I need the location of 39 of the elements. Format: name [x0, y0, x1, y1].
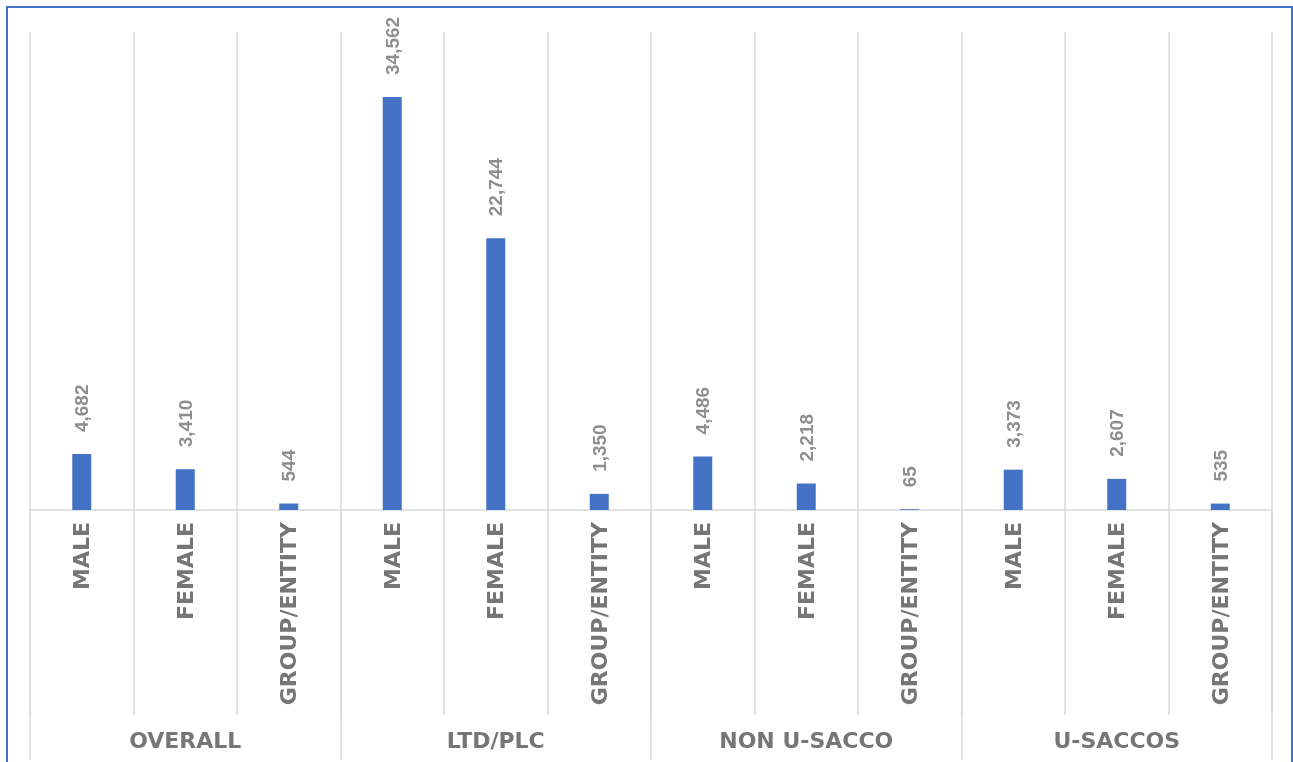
data-label: 2,218 — [795, 413, 817, 462]
bar — [382, 96, 402, 510]
data-label: 544 — [278, 449, 300, 482]
data-label: 22,744 — [485, 157, 507, 217]
data-label: 65 — [899, 465, 921, 488]
x-tick-label: MALE — [69, 522, 95, 590]
text: U-SACCOS — [1053, 727, 1181, 753]
data-label: 2,607 — [1106, 409, 1128, 457]
x-tick-label: FEMALE — [1104, 522, 1130, 621]
bar — [1003, 469, 1023, 510]
bar — [589, 493, 609, 510]
data-label: 4,682 — [71, 384, 93, 433]
x-tick-label: FEMALE — [793, 522, 819, 621]
x-tick-label: GROUP/ENTITY — [897, 520, 923, 706]
text: NON U-SACCO — [719, 727, 894, 753]
text: LTD/PLC — [446, 727, 545, 753]
data-label: 535 — [1209, 449, 1231, 482]
data-label: 3,410 — [174, 399, 196, 448]
x-tick-label: FEMALE — [483, 522, 509, 621]
text: OVERALL — [129, 727, 242, 753]
x-tick-label: GROUP/ENTITY — [1207, 520, 1233, 706]
bar — [486, 238, 506, 510]
bar — [72, 454, 92, 510]
data-label: 4,486 — [692, 386, 714, 435]
bar — [175, 469, 195, 510]
bar — [1210, 503, 1230, 510]
x-tick-label: GROUP/ENTITY — [276, 520, 302, 706]
bar — [693, 456, 713, 510]
x-tick-label: FEMALE — [172, 522, 198, 621]
x-tick-label: MALE — [379, 522, 405, 590]
bar — [1107, 478, 1127, 510]
x-tick-label: GROUP/ENTITY — [586, 520, 612, 706]
x-tick-label: MALE — [1000, 522, 1026, 590]
bar — [279, 503, 299, 510]
data-label: 34,562 — [381, 16, 403, 75]
x-tick-label: MALE — [690, 522, 716, 590]
data-label: 3,373 — [1002, 400, 1024, 448]
data-label: 1,350 — [588, 424, 610, 472]
bar — [796, 483, 816, 510]
